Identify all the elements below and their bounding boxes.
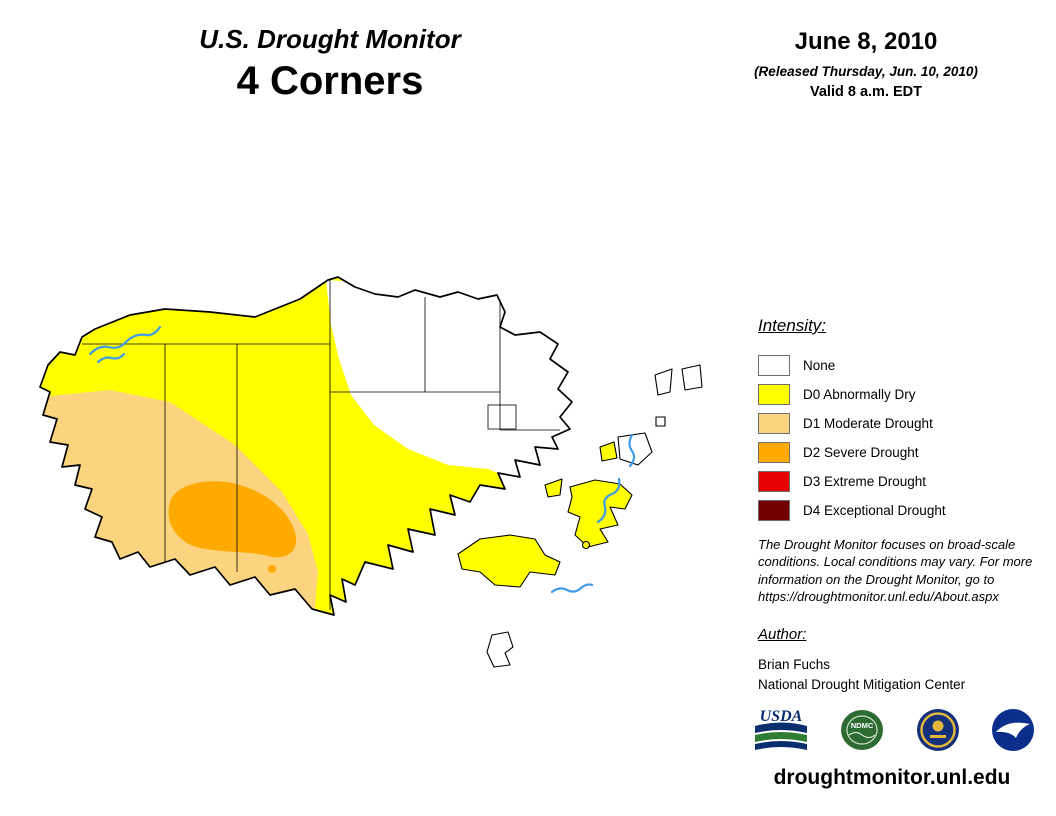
usda-logo-band bbox=[755, 741, 807, 750]
ndmc-logo-wave bbox=[848, 731, 876, 739]
map-outline bbox=[39, 276, 573, 616]
logo-row: USDA NDMC bbox=[752, 706, 1036, 754]
county-boundary-box bbox=[487, 404, 517, 430]
ndmc-logo: NDMC bbox=[841, 710, 884, 750]
page-title: U.S. Drought Monitor bbox=[199, 24, 461, 54]
legend-swatch-d4 bbox=[758, 500, 790, 521]
legend-row: D2 Severe Drought bbox=[758, 438, 1038, 467]
legend-row: D0 Abnormally Dry bbox=[758, 380, 1038, 409]
author-block: Author: Brian Fuchs National Drought Mit… bbox=[758, 626, 965, 696]
legend-swatch-d2 bbox=[758, 442, 790, 463]
legend-row: None bbox=[758, 351, 1038, 380]
map-island-none bbox=[617, 432, 653, 466]
released-date: (Released Thursday, Jun. 10, 2010) bbox=[754, 64, 978, 79]
author-name: Brian Fuchs bbox=[758, 657, 831, 672]
noaa-logo-bird bbox=[995, 722, 1030, 738]
legend-label-d4: D4 Exceptional Drought bbox=[803, 503, 946, 518]
usda-logo-band bbox=[755, 732, 807, 742]
river-line bbox=[596, 477, 621, 524]
commerce-seal-logo bbox=[916, 709, 959, 751]
river-line bbox=[550, 583, 594, 594]
ndmc-logo-text: NDMC bbox=[851, 721, 874, 730]
commerce-seal-bar bbox=[929, 735, 946, 738]
header-title-block: U.S. Drought Monitor 4 Corners bbox=[130, 24, 530, 104]
river-line bbox=[96, 352, 126, 364]
region-title: 4 Corners bbox=[236, 59, 424, 103]
map-region-d2 bbox=[168, 481, 297, 558]
drought-map bbox=[39, 276, 703, 668]
legend-label-d2: D2 Severe Drought bbox=[803, 445, 919, 460]
map-island-d0 bbox=[581, 540, 591, 550]
author-org: National Drought Mitigation Center bbox=[758, 677, 966, 693]
map-island-d0 bbox=[599, 441, 618, 462]
legend-row: D1 Moderate Drought bbox=[758, 409, 1038, 438]
map-island-d0 bbox=[567, 479, 633, 548]
website-url: droughtmonitor.unl.edu bbox=[773, 766, 1011, 789]
legend-swatch-none bbox=[758, 355, 790, 376]
map-island-none bbox=[655, 416, 666, 427]
legend-row: D4 Exceptional Drought bbox=[758, 496, 1038, 525]
map-island-none bbox=[486, 631, 514, 668]
valid-time: Valid 8 a.m. EDT bbox=[809, 84, 922, 100]
legend-label-d1: D1 Moderate Drought bbox=[803, 416, 933, 431]
header-date-block: June 8, 2010 (Released Thursday, Jun. 10… bbox=[726, 28, 1006, 100]
legend-swatch-d1 bbox=[758, 413, 790, 434]
usda-logo-band bbox=[755, 722, 807, 733]
rivers bbox=[88, 325, 636, 594]
map-islands bbox=[457, 364, 703, 668]
legend: Intensity: None D0 Abnormally Dry D1 Mod… bbox=[758, 316, 1038, 525]
ndmc-logo-ring bbox=[846, 715, 878, 745]
county-boundaries bbox=[82, 280, 560, 610]
author-heading: Author: bbox=[758, 626, 807, 643]
usda-logo: USDA bbox=[755, 708, 807, 750]
map-island-none bbox=[681, 364, 703, 391]
legend-label-d0: D0 Abnormally Dry bbox=[803, 387, 916, 402]
map-island-d0 bbox=[544, 478, 563, 498]
river-line bbox=[628, 433, 636, 468]
disclaimer-text: The Drought Monitor focuses on broad-sca… bbox=[758, 537, 1033, 604]
legend-row: D3 Extreme Drought bbox=[758, 467, 1038, 496]
legend-heading: Intensity: bbox=[758, 316, 827, 335]
river-line bbox=[88, 325, 162, 356]
map-island-none bbox=[654, 368, 673, 396]
commerce-seal-emblem bbox=[932, 720, 944, 732]
legend-label-none: None bbox=[803, 358, 836, 373]
legend-label-d3: D3 Extreme Drought bbox=[803, 474, 927, 489]
usda-logo-text: USDA bbox=[760, 708, 803, 725]
legend-swatch-d0 bbox=[758, 384, 790, 405]
map-date: June 8, 2010 bbox=[794, 28, 938, 55]
map-island-d0 bbox=[457, 534, 561, 588]
map-region-d2-speck bbox=[268, 565, 276, 573]
legend-swatch-d3 bbox=[758, 471, 790, 492]
commerce-seal-ring bbox=[919, 712, 956, 748]
noaa-logo bbox=[991, 709, 1034, 751]
